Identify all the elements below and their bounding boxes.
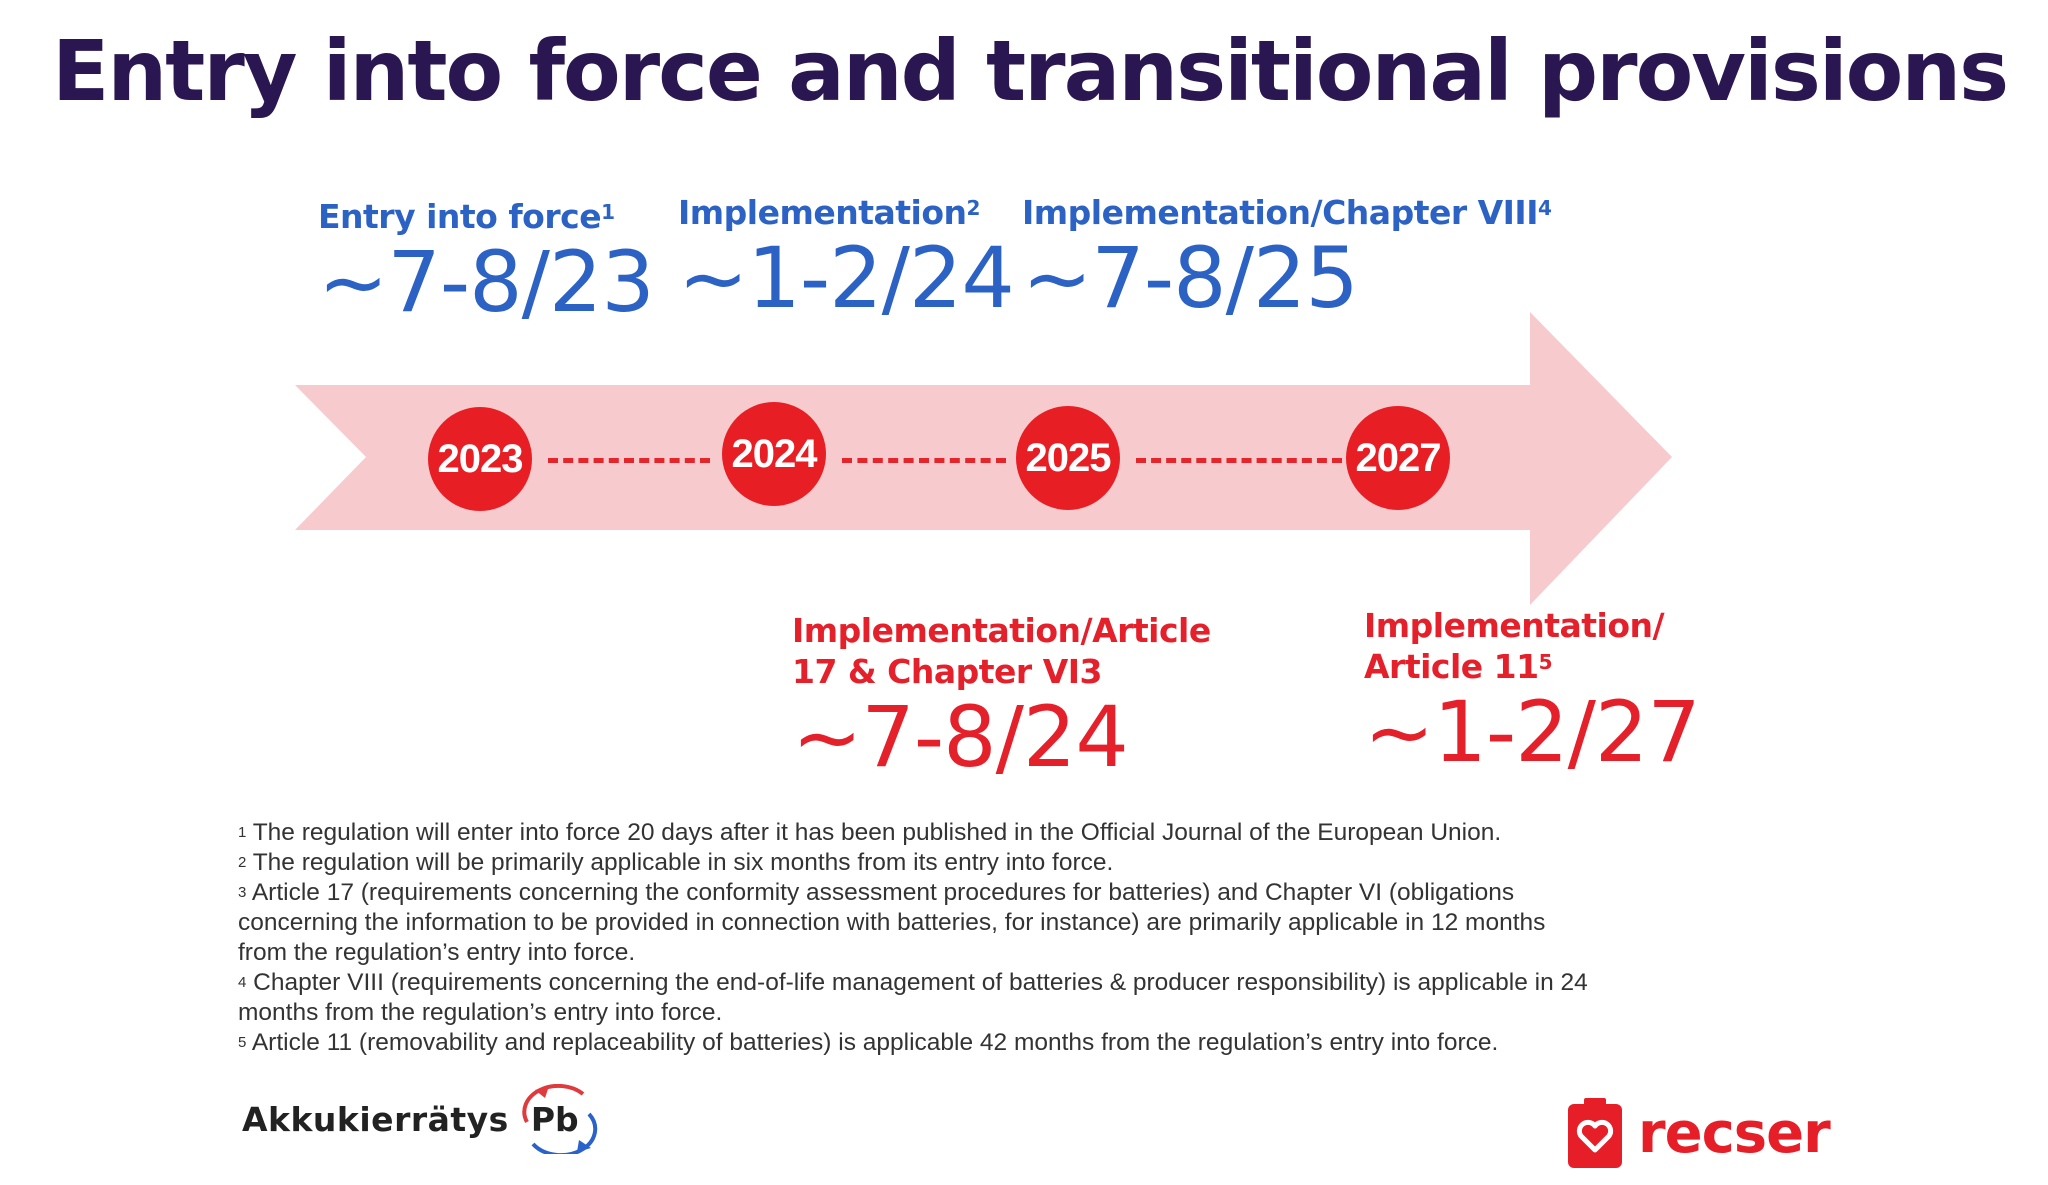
logo-text: Akkukierrätys [242, 1100, 509, 1139]
milestone-entry-into-force: Entry into force1 ~7-8/23 [318, 196, 655, 331]
milestone-label: Implementation/Chapter VIII4 [1022, 193, 1552, 232]
milestone-label-line2: Article 115 [1364, 647, 1553, 686]
milestone-article-11: Implementation/ Article 115 ~1-2/27 [1364, 605, 1701, 781]
footnotes: 1 The regulation will enter into force 2… [238, 818, 1838, 1058]
footnote-2: 2 The regulation will be primarily appli… [238, 849, 1114, 876]
timeline-dash-3 [1136, 458, 1342, 463]
milestone-date: ~7-8/25 [1022, 229, 1359, 327]
logo-badge: Pb [521, 1084, 597, 1154]
milestone-label-line1: Implementation/ [1364, 606, 1665, 645]
milestone-date: ~7-8/24 [792, 688, 1129, 786]
milestone-chapter-viii: Implementation/Chapter VIII4 ~7-8/25 [1022, 192, 1552, 327]
milestone-label: Entry into force1 [318, 197, 615, 236]
footnote-1: 1 The regulation will enter into force 2… [238, 819, 1502, 846]
year-circle-2023: 2023 [428, 407, 532, 511]
recser-logo: recser [1568, 1098, 1831, 1168]
akkukierratys-logo: Akkukierrätys Pb [242, 1084, 597, 1154]
recycle-arrows-icon [522, 1084, 597, 1154]
year-circle-2027: 2027 [1346, 406, 1450, 510]
timeline-dash-1 [548, 458, 710, 463]
milestone-date: ~7-8/23 [318, 233, 655, 331]
logo-text: recser [1638, 1100, 1831, 1166]
year-circle-2025: 2025 [1016, 406, 1120, 510]
milestone-article-17-chapter-vi: Implementation/Article 17 & Chapter VI3 … [792, 610, 1211, 782]
milestone-implementation: Implementation2 ~1-2/24 [678, 192, 1015, 327]
battery-heart-icon [1568, 1098, 1622, 1168]
milestone-label: Implementation2 [678, 193, 980, 232]
milestone-date: ~1-2/27 [1364, 683, 1701, 781]
page-title: Entry into force and transitional provis… [52, 22, 2009, 120]
milestone-label-line2: 17 & Chapter VI3 [792, 652, 1102, 691]
footnote-5: 5 Article 11 (removability and replaceab… [238, 1029, 1499, 1056]
timeline-arrow [295, 312, 1672, 605]
footnote-3: 3 Article 17 (requirements concerning th… [238, 879, 1546, 966]
footnote-4: 4 Chapter VIII (requirements concerning … [238, 969, 1588, 1026]
year-circle-2024: 2024 [722, 402, 826, 506]
timeline-dash-2 [842, 458, 1006, 463]
milestone-date: ~1-2/24 [678, 229, 1015, 327]
milestone-label-line1: Implementation/Article [792, 611, 1211, 650]
